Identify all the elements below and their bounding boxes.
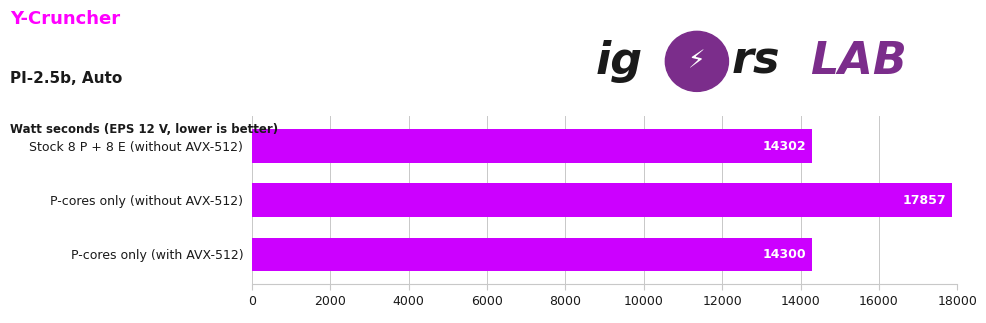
Text: ⚡: ⚡ — [687, 49, 705, 73]
Bar — [251, 129, 811, 163]
Bar — [251, 183, 951, 217]
Text: PI-2.5b, Auto: PI-2.5b, Auto — [10, 71, 122, 86]
Text: rs: rs — [731, 40, 779, 83]
Text: ig: ig — [596, 40, 643, 83]
Circle shape — [665, 31, 728, 91]
Text: Y-Cruncher: Y-Cruncher — [10, 10, 120, 28]
Text: LAB: LAB — [809, 40, 905, 83]
Text: Watt seconds (EPS 12 V, lower is better): Watt seconds (EPS 12 V, lower is better) — [10, 123, 278, 136]
Bar — [251, 238, 811, 271]
Text: 17857: 17857 — [901, 194, 945, 207]
Text: 14302: 14302 — [762, 140, 806, 152]
Text: 14300: 14300 — [762, 248, 806, 261]
